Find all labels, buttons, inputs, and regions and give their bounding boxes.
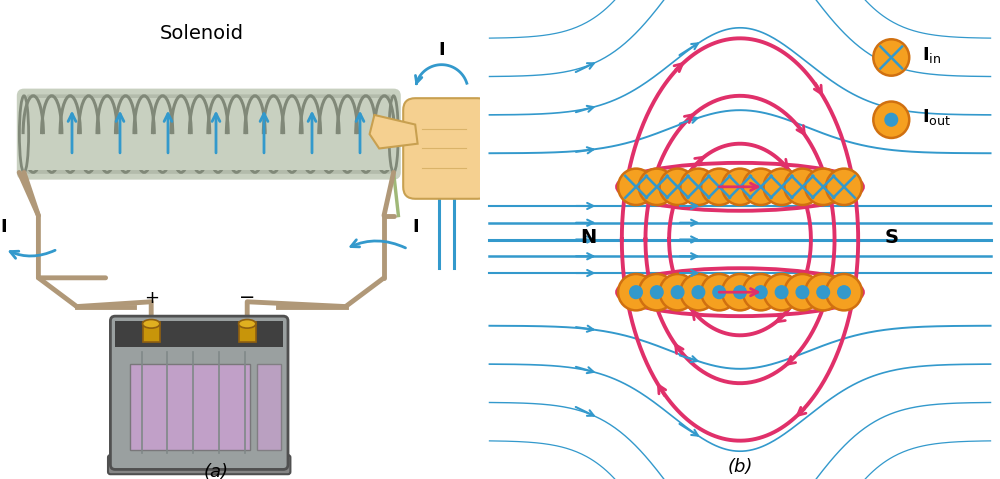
Text: $\mathbf{I}_\mathrm{in}$: $\mathbf{I}_\mathrm{in}$ <box>922 45 941 65</box>
Circle shape <box>660 169 696 205</box>
Text: (a): (a) <box>204 463 228 479</box>
FancyBboxPatch shape <box>26 160 391 174</box>
Circle shape <box>764 274 800 310</box>
Circle shape <box>743 169 779 205</box>
Text: Solenoid: Solenoid <box>160 24 244 43</box>
Circle shape <box>784 169 820 205</box>
Text: B: B <box>418 103 432 121</box>
Circle shape <box>817 286 829 298</box>
Bar <box>130 364 250 450</box>
Circle shape <box>692 286 705 298</box>
Circle shape <box>743 274 779 310</box>
Circle shape <box>639 169 675 205</box>
Circle shape <box>838 286 850 298</box>
FancyBboxPatch shape <box>108 455 290 474</box>
Circle shape <box>775 286 788 298</box>
Ellipse shape <box>143 319 160 328</box>
Circle shape <box>701 274 737 310</box>
Circle shape <box>680 274 716 310</box>
Ellipse shape <box>239 319 256 328</box>
Circle shape <box>885 114 898 126</box>
Circle shape <box>796 286 809 298</box>
Circle shape <box>722 169 758 205</box>
Text: −: − <box>239 288 255 307</box>
FancyBboxPatch shape <box>403 98 490 199</box>
Bar <box>24 98 394 170</box>
Text: N: N <box>581 228 597 247</box>
Bar <box>115 321 283 347</box>
Circle shape <box>784 274 820 310</box>
Text: I: I <box>413 218 419 236</box>
Circle shape <box>826 169 862 205</box>
Bar <box>257 364 281 450</box>
Text: S: S <box>884 228 898 247</box>
Circle shape <box>764 169 800 205</box>
FancyBboxPatch shape <box>17 89 401 180</box>
Circle shape <box>639 274 675 310</box>
Circle shape <box>701 169 737 205</box>
Circle shape <box>680 169 716 205</box>
Circle shape <box>826 274 862 310</box>
FancyBboxPatch shape <box>110 316 288 469</box>
Circle shape <box>734 286 746 298</box>
Text: $\mathbf{I}_\mathrm{out}$: $\mathbf{I}_\mathrm{out}$ <box>922 107 951 127</box>
Circle shape <box>630 286 642 298</box>
Ellipse shape <box>19 96 29 172</box>
Text: I: I <box>0 218 7 236</box>
Circle shape <box>618 274 654 310</box>
Circle shape <box>671 286 684 298</box>
Ellipse shape <box>389 96 398 172</box>
Circle shape <box>660 274 696 310</box>
Circle shape <box>722 274 758 310</box>
Circle shape <box>805 274 841 310</box>
Circle shape <box>755 286 767 298</box>
FancyBboxPatch shape <box>26 94 391 108</box>
Bar <box>239 322 256 342</box>
Circle shape <box>713 286 725 298</box>
Circle shape <box>873 102 909 138</box>
Circle shape <box>651 286 663 298</box>
Circle shape <box>873 39 909 76</box>
Circle shape <box>618 169 654 205</box>
Circle shape <box>805 169 841 205</box>
Polygon shape <box>370 115 418 148</box>
Text: I: I <box>438 41 445 59</box>
Bar <box>143 322 160 342</box>
Text: (b): (b) <box>727 458 753 476</box>
Text: +: + <box>144 289 159 307</box>
